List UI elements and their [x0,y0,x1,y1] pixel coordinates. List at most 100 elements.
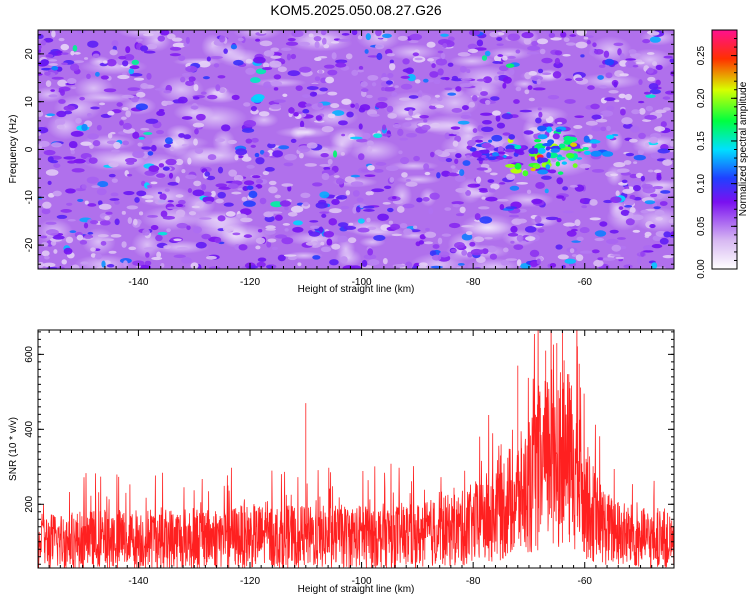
heatmap-cell [319,163,331,167]
heatmap-cell [461,249,468,256]
heatmap-cell [487,156,497,161]
heatmap-cell [38,44,42,50]
heatmap-cell [121,94,135,99]
heatmap-cell [232,232,241,236]
heatmap-cell [440,33,449,37]
heatmap-cell [638,100,645,104]
heatmap-cell [87,133,99,140]
heatmap-pale-patch [131,231,163,259]
heatmap-cell [267,238,277,243]
heatmap-cell [644,200,656,205]
heatmap-cell [268,180,277,186]
heatmap-cell [299,120,305,128]
heatmap-cell [66,202,73,206]
heatmap-cell [41,208,51,215]
heatmap-cell [275,234,287,239]
heatmap-cell [47,180,52,186]
heatmap-cell [94,253,103,260]
heatmap-cell [631,214,644,221]
heatmap-cell [147,214,159,218]
heatmap-cell [510,240,515,244]
heatmap-cell [615,190,620,197]
heatmap-cell [40,39,47,46]
heatmap-cell [537,157,549,163]
heatmap-cell [515,86,522,92]
heatmap-cell [474,135,484,140]
heatmap-cell [587,85,595,90]
heatmap-cell [620,108,626,116]
heatmap-cell [163,89,172,94]
heatmap-cell [629,138,638,143]
heatmap-cell [444,207,452,211]
heatmap-cell [150,144,157,152]
heatmap-cell [350,174,361,178]
heatmap-cell [210,190,216,198]
heatmap-cell [243,102,251,107]
heatmap-cell [488,188,496,193]
heatmap-cell [120,116,127,120]
heatmap-cell [405,67,414,74]
heatmap-cells [38,30,674,269]
heatmap-cell [265,225,276,230]
heatmap-cell [56,110,67,118]
heatmap-cell [351,30,358,36]
x-tick-label: -80 [466,277,481,288]
heatmap-cell [215,84,221,92]
heatmap-cell [391,233,403,237]
heatmap-cell [247,265,259,269]
heatmap-cell [388,220,394,225]
snr-panel: -140 -120 -100 -80 -60 200 400 600 Height of s… [8,329,675,595]
heatmap-cell [382,133,392,137]
heatmap-cell [128,68,135,75]
heatmap-cell [515,49,521,54]
heatmap-cell [447,62,454,67]
heatmap-cell [532,164,541,169]
heatmap-cell [110,233,122,238]
heatmap-cell [175,158,184,166]
heatmap-cell [136,190,147,197]
heatmap-cell [360,81,368,88]
heatmap-cell [187,188,193,193]
heatmap-cell [507,232,519,237]
heatmap-cell [592,42,597,48]
heatmap-cell [125,157,138,163]
heatmap-cell [171,214,185,218]
heatmap-cell [647,76,656,82]
heatmap-cell [284,153,297,161]
heatmap-cell [53,249,58,254]
heatmap-cell [328,218,338,226]
heatmap-cell [73,60,85,64]
heatmap-cell [50,89,55,92]
heatmap-cell [305,241,317,246]
heatmap-cell [210,55,223,59]
colorbar-tick-label: 0.10 [696,173,707,193]
heatmap-cell [497,54,504,57]
heatmap-cell [143,247,155,250]
heatmap-cell [425,227,430,232]
heatmap-cell [204,171,211,177]
heatmap-cell [70,86,77,89]
heatmap-cell [320,153,329,158]
heatmap-cell [600,126,607,132]
heatmap-cell [650,152,661,159]
heatmap-cell [333,175,340,178]
heatmap-cell [514,163,522,170]
heatmap-cell [235,213,248,219]
x-tick-label: -60 [578,277,593,288]
heatmap-cell [53,163,61,168]
heatmap-cell [623,160,632,165]
heatmap-cell [207,94,218,100]
heatmap-cell [278,145,290,150]
heatmap-cell [366,94,373,99]
heatmap-cell [100,240,107,246]
heatmap-cell [377,97,388,102]
heatmap-cell [233,174,244,182]
heatmap-cell [240,217,253,223]
heatmap-cell [467,43,478,50]
heatmap-cell [451,201,464,205]
heatmap-cell [498,65,509,72]
heatmap-cell [373,169,384,173]
heatmap-y-axis: -20 -10 0 10 20 [24,34,674,265]
heatmap-cell [97,200,103,206]
